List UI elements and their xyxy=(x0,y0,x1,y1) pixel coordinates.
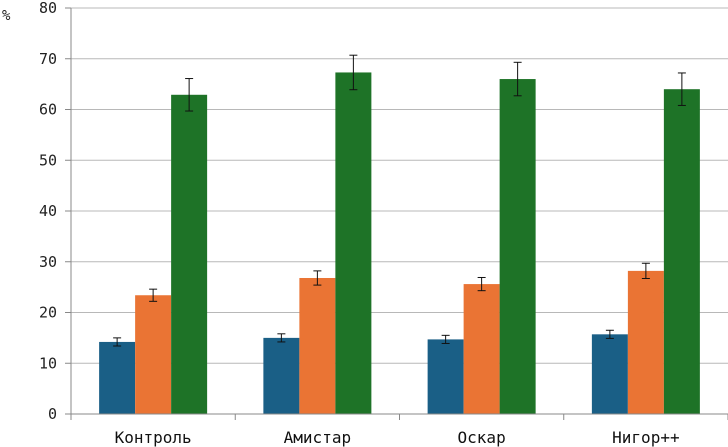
error-bars xyxy=(113,54,686,347)
x-category-label: Контроль xyxy=(115,428,192,447)
y-tick-label: 50 xyxy=(39,151,57,169)
y-tick-label: 20 xyxy=(39,304,57,322)
y-tick-label: 80 xyxy=(39,0,57,17)
y-tick-label: 40 xyxy=(39,202,57,220)
x-category-label: Амистар xyxy=(284,428,351,447)
bar xyxy=(427,339,464,414)
bar xyxy=(171,94,208,414)
y-tick-label: 10 xyxy=(39,354,57,372)
bar xyxy=(591,334,628,414)
axes xyxy=(65,7,728,420)
x-category-label: Нигор++ xyxy=(612,428,679,447)
y-axis-unit-label: % xyxy=(2,8,11,24)
bar xyxy=(627,270,664,414)
bar xyxy=(335,72,372,414)
bar xyxy=(663,89,700,414)
bar xyxy=(299,277,336,414)
y-tick-label: 0 xyxy=(48,405,57,423)
y-tick-label: 30 xyxy=(39,253,57,271)
bar xyxy=(99,341,136,414)
y-axis-tick-labels: 0 10 20 30 40 50 60 70 80 xyxy=(39,0,57,423)
bar-series xyxy=(99,72,700,415)
bar xyxy=(463,284,500,414)
bar xyxy=(499,79,536,415)
bar xyxy=(135,295,172,414)
y-tick-label: 60 xyxy=(39,101,57,119)
y-tick-label: 70 xyxy=(39,50,57,68)
x-axis-category-labels: Контроль Амистар Оскар Нигор++ xyxy=(115,428,680,447)
x-category-label: Оскар xyxy=(458,428,506,447)
bar xyxy=(263,337,300,414)
